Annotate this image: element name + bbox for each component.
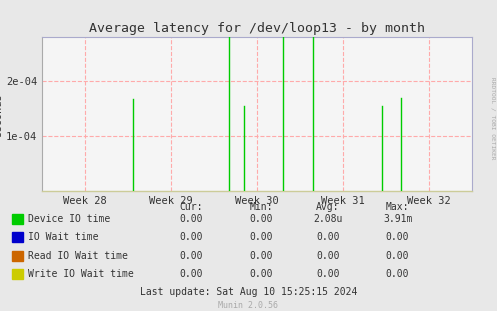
Text: IO Wait time: IO Wait time [28, 232, 99, 242]
Text: 0.00: 0.00 [386, 269, 410, 279]
Text: 0.00: 0.00 [249, 232, 273, 242]
Text: Munin 2.0.56: Munin 2.0.56 [219, 301, 278, 310]
Text: 0.00: 0.00 [316, 269, 340, 279]
Text: 0.00: 0.00 [179, 269, 203, 279]
Text: Device IO time: Device IO time [28, 214, 110, 224]
Y-axis label: seconds: seconds [0, 92, 3, 136]
Text: Read IO Wait time: Read IO Wait time [28, 251, 128, 261]
Text: 3.91m: 3.91m [383, 214, 413, 224]
Text: 0.00: 0.00 [179, 251, 203, 261]
Text: 0.00: 0.00 [316, 232, 340, 242]
Text: Cur:: Cur: [179, 202, 203, 212]
Text: Max:: Max: [386, 202, 410, 212]
Text: 0.00: 0.00 [386, 251, 410, 261]
Text: Last update: Sat Aug 10 15:25:15 2024: Last update: Sat Aug 10 15:25:15 2024 [140, 287, 357, 297]
Text: Avg:: Avg: [316, 202, 340, 212]
Text: 0.00: 0.00 [316, 251, 340, 261]
Text: 0.00: 0.00 [249, 214, 273, 224]
Text: 0.00: 0.00 [249, 251, 273, 261]
Text: Write IO Wait time: Write IO Wait time [28, 269, 134, 279]
Text: 0.00: 0.00 [249, 269, 273, 279]
Text: 0.00: 0.00 [179, 214, 203, 224]
Text: RRDTOOL / TOBI OETIKER: RRDTOOL / TOBI OETIKER [491, 77, 496, 160]
Title: Average latency for /dev/loop13 - by month: Average latency for /dev/loop13 - by mon… [89, 22, 425, 35]
Text: 2.08u: 2.08u [313, 214, 343, 224]
Text: Min:: Min: [249, 202, 273, 212]
Text: 0.00: 0.00 [386, 232, 410, 242]
Text: 0.00: 0.00 [179, 232, 203, 242]
